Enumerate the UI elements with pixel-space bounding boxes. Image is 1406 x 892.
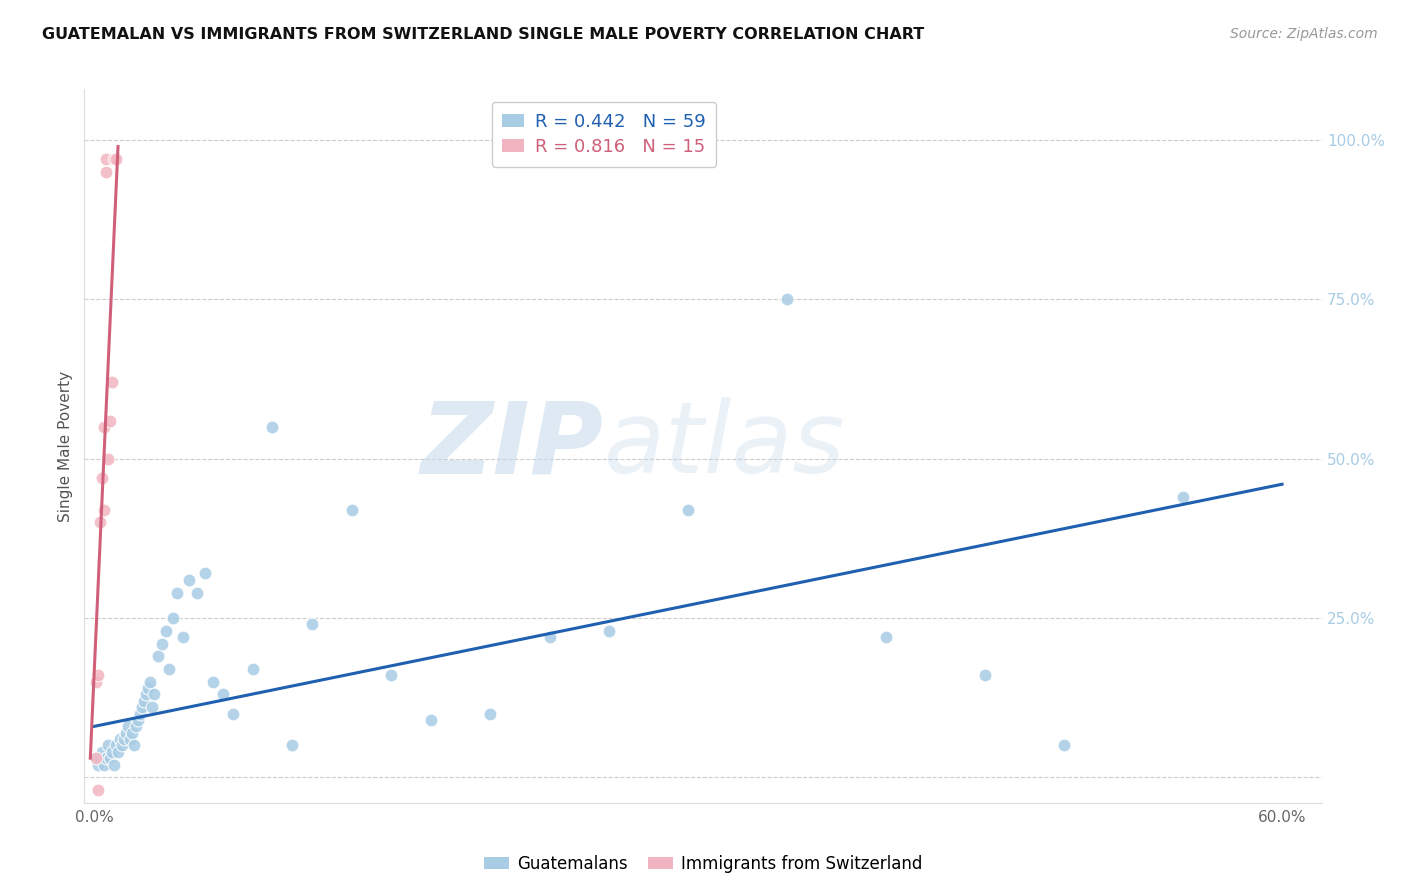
- Point: [974, 668, 997, 682]
- Point: [141, 700, 163, 714]
- Point: [93, 757, 115, 772]
- Point: [146, 649, 169, 664]
- Legend: R = 0.442   N = 59, R = 0.816   N = 15: R = 0.442 N = 59, R = 0.816 N = 15: [492, 102, 717, 167]
- Point: [125, 719, 148, 733]
- Point: [105, 153, 128, 167]
- Point: [103, 153, 125, 167]
- Point: [262, 420, 284, 434]
- Point: [94, 165, 117, 179]
- Point: [281, 739, 304, 753]
- Point: [84, 674, 107, 689]
- Text: Source: ZipAtlas.com: Source: ZipAtlas.com: [1230, 27, 1378, 41]
- Point: [91, 471, 114, 485]
- Point: [94, 153, 117, 167]
- Point: [132, 694, 155, 708]
- Point: [117, 719, 139, 733]
- Point: [186, 585, 208, 599]
- Point: [91, 745, 114, 759]
- Point: [1171, 490, 1194, 504]
- Point: [159, 662, 181, 676]
- Text: GUATEMALAN VS IMMIGRANTS FROM SWITZERLAND SINGLE MALE POVERTY CORRELATION CHART: GUATEMALAN VS IMMIGRANTS FROM SWITZERLAN…: [42, 27, 924, 42]
- Legend: Guatemalans, Immigrants from Switzerland: Guatemalans, Immigrants from Switzerland: [477, 848, 929, 880]
- Point: [108, 732, 131, 747]
- Text: ZIP: ZIP: [420, 398, 605, 494]
- Y-axis label: Single Male Poverty: Single Male Poverty: [58, 370, 73, 522]
- Point: [875, 630, 897, 644]
- Point: [128, 706, 150, 721]
- Point: [212, 688, 235, 702]
- Point: [93, 420, 115, 434]
- Point: [87, 783, 110, 797]
- Point: [131, 700, 153, 714]
- Point: [179, 573, 201, 587]
- Point: [162, 611, 184, 625]
- Point: [380, 668, 402, 682]
- Point: [142, 688, 165, 702]
- Point: [93, 502, 115, 516]
- Point: [127, 713, 149, 727]
- Point: [122, 739, 145, 753]
- Point: [1053, 739, 1076, 753]
- Point: [121, 725, 143, 739]
- Point: [776, 293, 799, 307]
- Point: [105, 739, 128, 753]
- Point: [87, 668, 110, 682]
- Point: [166, 585, 188, 599]
- Point: [242, 662, 264, 676]
- Point: [538, 630, 561, 644]
- Point: [87, 757, 110, 772]
- Point: [136, 681, 159, 695]
- Point: [194, 566, 217, 581]
- Point: [84, 751, 107, 765]
- Point: [138, 674, 160, 689]
- Point: [97, 739, 120, 753]
- Point: [107, 745, 129, 759]
- Point: [101, 745, 124, 759]
- Point: [135, 688, 157, 702]
- Point: [676, 502, 699, 516]
- Text: atlas: atlas: [605, 398, 845, 494]
- Point: [419, 713, 441, 727]
- Point: [301, 617, 323, 632]
- Point: [89, 516, 111, 530]
- Point: [89, 751, 111, 765]
- Point: [155, 624, 177, 638]
- Point: [84, 751, 107, 765]
- Point: [222, 706, 245, 721]
- Point: [479, 706, 502, 721]
- Point: [98, 751, 121, 765]
- Point: [112, 732, 135, 747]
- Point: [118, 732, 141, 747]
- Point: [172, 630, 194, 644]
- Point: [598, 624, 620, 638]
- Point: [101, 376, 124, 390]
- Point: [115, 725, 138, 739]
- Point: [340, 502, 363, 516]
- Point: [98, 413, 121, 427]
- Point: [94, 751, 117, 765]
- Point: [202, 674, 225, 689]
- Point: [97, 451, 120, 466]
- Point: [150, 636, 173, 650]
- Point: [111, 739, 134, 753]
- Point: [103, 757, 125, 772]
